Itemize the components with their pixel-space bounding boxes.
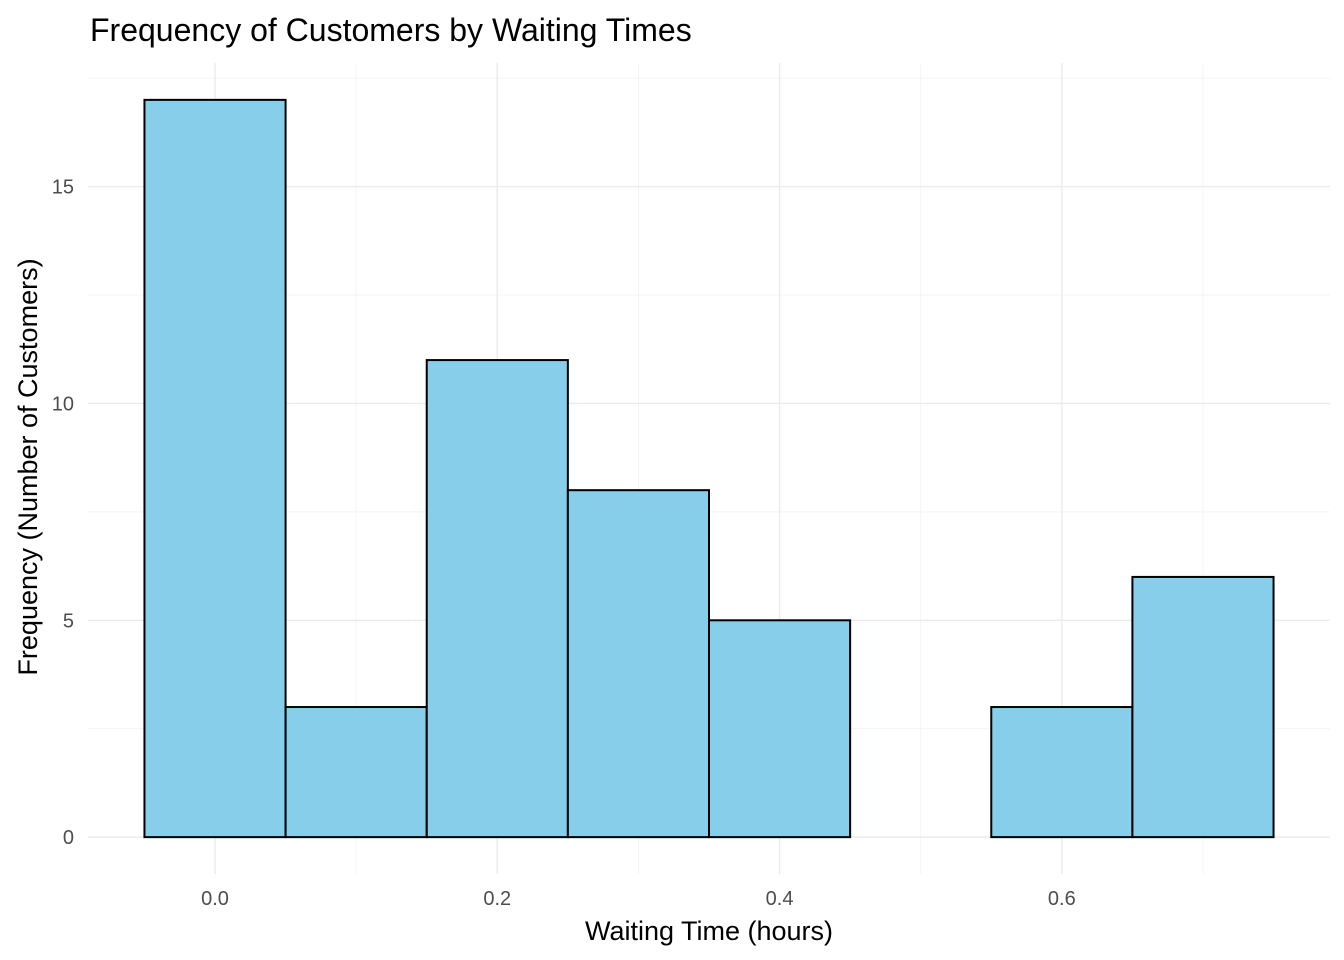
histogram-bar [708,619,852,839]
y-tick-label: 10 [52,393,74,415]
histogram-bar [284,706,428,839]
y-axis-ticks: 0 5 10 15 [52,177,74,850]
x-tick-label: 0.2 [483,888,511,910]
y-axis-title: Frequency (Number of Customers) [13,258,43,675]
histogram-bar [143,98,287,839]
y-tick-label: 0 [63,827,74,849]
histogram-bar [566,489,711,839]
chart-title: Frequency of Customers by Waiting Times [90,12,692,48]
histogram-bar [425,359,569,839]
histogram-bar [990,706,1134,839]
x-tick-label: 0.6 [1048,888,1076,910]
x-axis-ticks: 0.0 0.2 0.4 0.6 [201,888,1076,910]
y-tick-label: 15 [52,177,74,199]
y-tick-label: 5 [63,610,74,632]
x-axis-title: Waiting Time (hours) [585,916,833,946]
x-tick-label: 0.0 [201,888,229,910]
histogram-bars [143,98,1275,839]
histogram-bar [1131,575,1275,839]
x-tick-label: 0.4 [766,888,794,910]
